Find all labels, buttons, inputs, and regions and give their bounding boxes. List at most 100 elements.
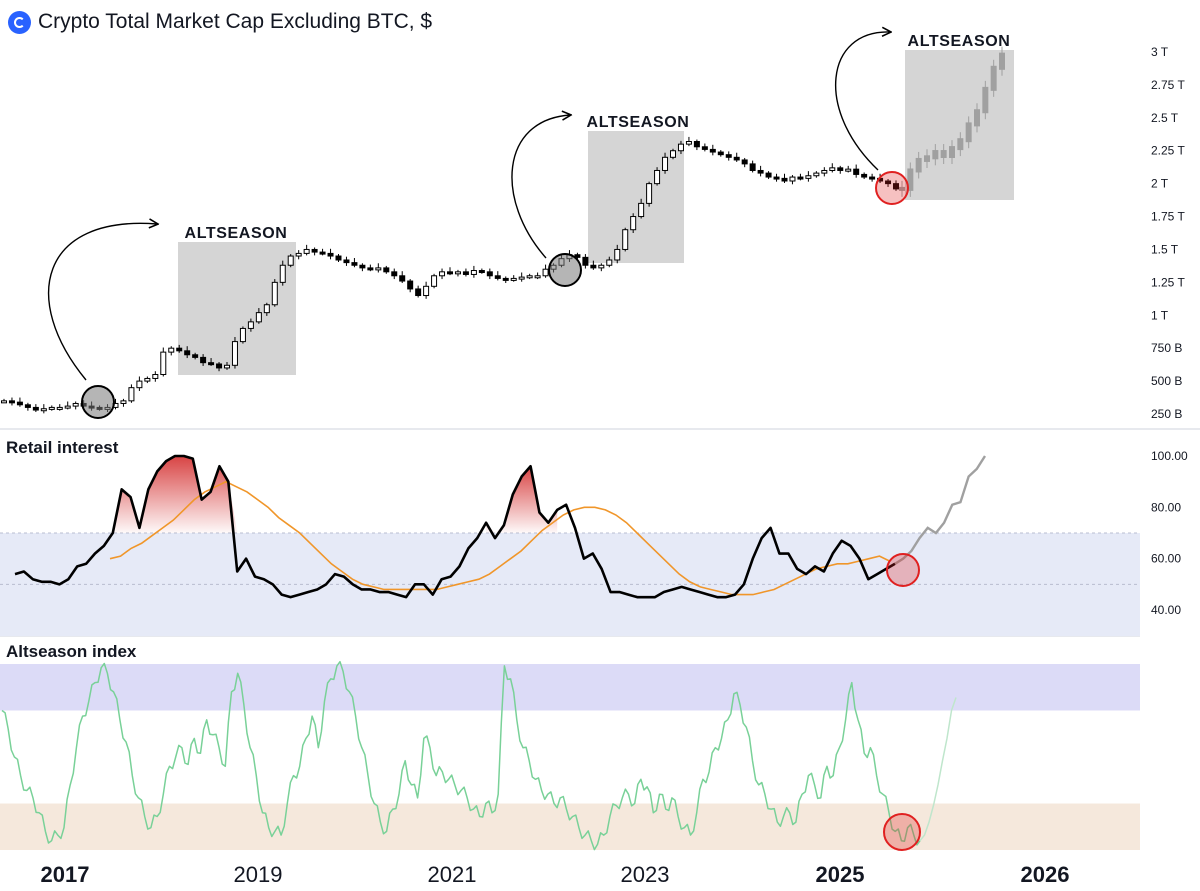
candle-body bbox=[24, 404, 31, 408]
y-tick-label: 2.75 T bbox=[1151, 78, 1185, 92]
candle-body bbox=[789, 176, 796, 182]
candle-body bbox=[208, 362, 215, 366]
candle-body bbox=[176, 347, 183, 352]
altseason-index-line bbox=[1, 660, 921, 851]
candle-body bbox=[136, 380, 143, 389]
candle-body bbox=[335, 255, 342, 261]
candle-body bbox=[622, 229, 629, 250]
crypto-logo-icon bbox=[8, 10, 31, 34]
candle-body bbox=[598, 264, 605, 269]
candle-body bbox=[861, 173, 868, 178]
candle-body bbox=[749, 163, 756, 171]
candle-body bbox=[423, 285, 430, 297]
candle-body bbox=[399, 275, 406, 282]
candle-body bbox=[184, 350, 191, 356]
y-tick-label: 3 T bbox=[1151, 45, 1169, 59]
candle-body bbox=[638, 202, 645, 218]
projection-candle bbox=[990, 65, 997, 91]
projection-candle bbox=[982, 86, 989, 114]
candle-body bbox=[407, 280, 414, 290]
projection-candle bbox=[999, 52, 1005, 70]
altseason-label-2: ALTSEASON bbox=[587, 114, 690, 131]
candle-body bbox=[287, 255, 294, 266]
candle-body bbox=[534, 275, 541, 279]
candle-body bbox=[486, 271, 493, 277]
candle-body bbox=[168, 347, 175, 353]
y-tick-label: 750 B bbox=[1151, 341, 1182, 355]
projection-candle bbox=[899, 186, 905, 191]
candle-body bbox=[454, 271, 461, 275]
candle-body bbox=[773, 176, 780, 180]
candle-body bbox=[216, 363, 223, 369]
candle-body bbox=[462, 271, 469, 275]
retail-interest-line bbox=[14, 454, 896, 599]
retail-y-tick: 60.00 bbox=[1151, 552, 1181, 566]
candle-body bbox=[311, 248, 318, 253]
y-tick-label: 1 T bbox=[1151, 308, 1169, 322]
candle-body bbox=[725, 154, 732, 158]
candle-body bbox=[144, 377, 151, 382]
candle-body bbox=[16, 401, 23, 406]
candle-body bbox=[765, 172, 772, 178]
candle-body bbox=[693, 141, 700, 148]
altseason-signal-circle bbox=[883, 813, 921, 851]
x-tick-label-2025: 2025 bbox=[816, 862, 865, 887]
candle-body bbox=[247, 321, 254, 329]
candle-body bbox=[781, 177, 788, 182]
candle-body bbox=[383, 267, 390, 273]
candle-body bbox=[797, 176, 804, 180]
candle-body bbox=[271, 281, 278, 306]
y-tick-label: 1.5 T bbox=[1151, 242, 1179, 256]
x-tick-label-2019: 2019 bbox=[234, 862, 283, 887]
candle-body bbox=[470, 270, 477, 275]
x-tick-label-2017: 2017 bbox=[41, 862, 90, 887]
candle-body bbox=[805, 175, 812, 179]
candle-body bbox=[351, 262, 358, 266]
candle-body bbox=[670, 150, 676, 158]
altseason-label-1: ALTSEASON bbox=[185, 225, 288, 242]
retail-interest-title: Retail interest bbox=[6, 438, 119, 457]
chart-title-text: Crypto Total Market Cap Excluding BTC, $ bbox=[38, 10, 433, 33]
annotation-arrow-1 bbox=[47, 223, 157, 381]
candle-body bbox=[200, 356, 207, 364]
altseason-label-3: ALTSEASON bbox=[908, 33, 1011, 50]
candle-body bbox=[845, 168, 852, 172]
retail-y-tick: 40.00 bbox=[1151, 603, 1181, 617]
retail-y-tick: 80.00 bbox=[1151, 500, 1181, 514]
annotation-arrow-3 bbox=[835, 32, 890, 171]
candle-body bbox=[319, 251, 326, 255]
candle-body bbox=[160, 351, 167, 376]
candle-body bbox=[239, 327, 246, 343]
candle-body bbox=[582, 256, 589, 266]
candle-body bbox=[8, 400, 15, 404]
candle-body bbox=[447, 271, 453, 275]
candle-body bbox=[40, 408, 47, 412]
altseason-box-3 bbox=[905, 50, 1014, 200]
candle-body bbox=[279, 264, 286, 283]
candle-body bbox=[654, 169, 661, 185]
x-tick-label-2021: 2021 bbox=[428, 862, 477, 887]
x-tick-label-2023: 2023 bbox=[621, 862, 670, 887]
y-tick-label: 1.75 T bbox=[1151, 210, 1185, 224]
candle-body bbox=[757, 169, 764, 174]
candle-body bbox=[701, 146, 708, 150]
candle-body bbox=[343, 259, 350, 264]
candle-body bbox=[821, 169, 828, 174]
candle-body bbox=[709, 148, 716, 153]
candle-body bbox=[494, 275, 501, 279]
candle-body bbox=[893, 183, 899, 190]
candle-body bbox=[590, 264, 597, 269]
candle-body bbox=[526, 275, 533, 279]
projection-candle bbox=[974, 109, 980, 127]
candle-body bbox=[224, 364, 230, 369]
y-tick-label: 2 T bbox=[1151, 177, 1169, 191]
candle-body bbox=[32, 406, 39, 411]
retail-peak-fill-2 bbox=[486, 466, 558, 533]
retail-signal-circle bbox=[886, 553, 920, 587]
candle-body bbox=[542, 268, 549, 277]
candle-body bbox=[295, 252, 302, 257]
candle-body bbox=[646, 183, 653, 204]
projection-candle bbox=[932, 150, 939, 160]
candle-body bbox=[518, 276, 525, 280]
